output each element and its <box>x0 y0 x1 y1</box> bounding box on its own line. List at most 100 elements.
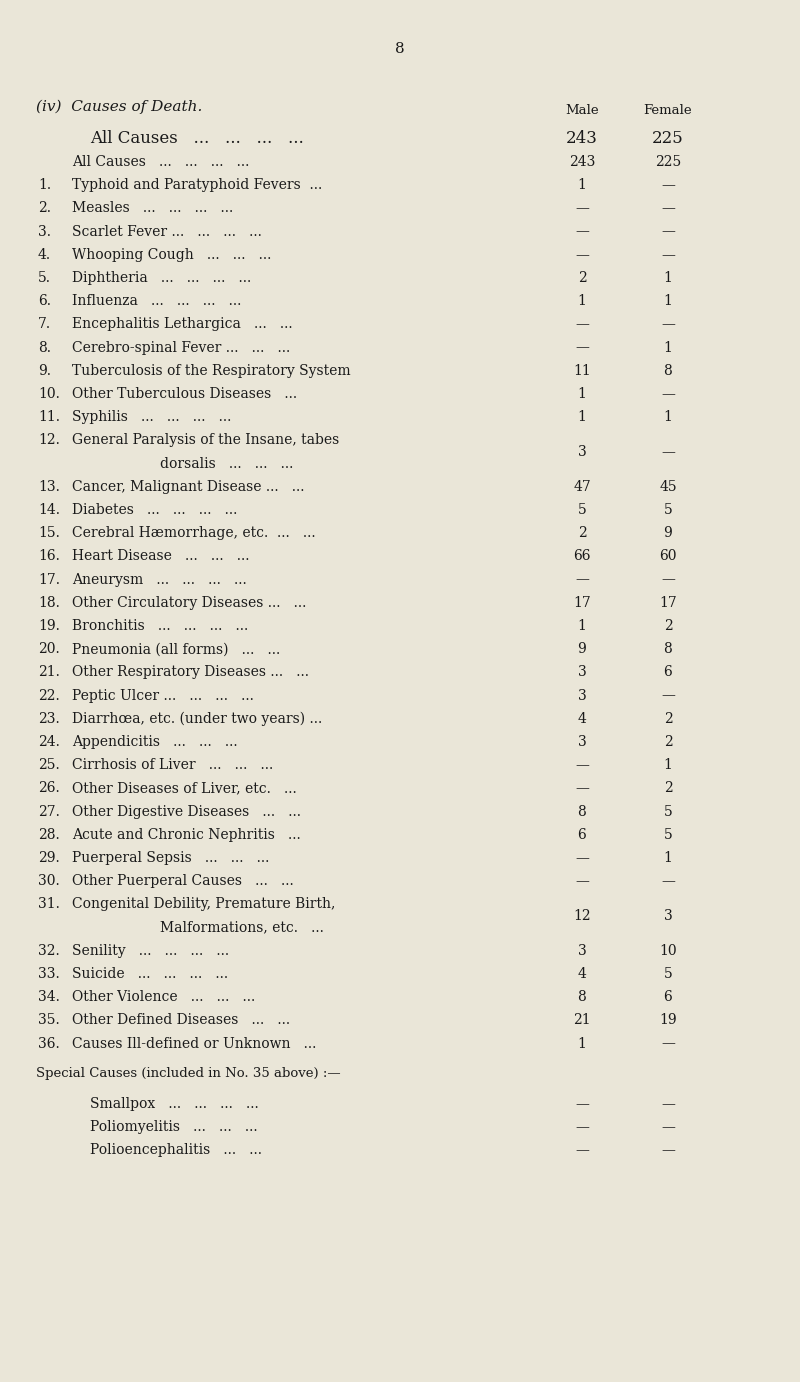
Text: —: — <box>575 851 589 865</box>
Text: 12: 12 <box>573 909 591 923</box>
Text: 243: 243 <box>569 155 595 169</box>
Text: 1: 1 <box>578 1036 586 1050</box>
Text: Diarrhœa, etc. (under two years) ...: Diarrhœa, etc. (under two years) ... <box>72 712 322 726</box>
Text: —: — <box>661 387 675 401</box>
Text: 2: 2 <box>664 735 672 749</box>
Text: 18.: 18. <box>38 596 60 609</box>
Text: 11: 11 <box>573 363 591 377</box>
Text: 1: 1 <box>578 178 586 192</box>
Text: Other Tuberculous Diseases   ...: Other Tuberculous Diseases ... <box>72 387 297 401</box>
Text: —: — <box>661 318 675 332</box>
Text: —: — <box>575 247 589 261</box>
Text: 1: 1 <box>578 387 586 401</box>
Text: Aneurysm   ...   ...   ...   ...: Aneurysm ... ... ... ... <box>72 572 246 586</box>
Text: 9: 9 <box>578 643 586 656</box>
Text: Appendicitis   ...   ...   ...: Appendicitis ... ... ... <box>72 735 238 749</box>
Text: 225: 225 <box>655 155 681 169</box>
Text: 14.: 14. <box>38 503 60 517</box>
Text: 3: 3 <box>578 735 586 749</box>
Text: 29.: 29. <box>38 851 60 865</box>
Text: 1: 1 <box>663 294 673 308</box>
Text: 4: 4 <box>578 712 586 726</box>
Text: 3: 3 <box>664 909 672 923</box>
Text: Causes Ill-defined or Unknown   ...: Causes Ill-defined or Unknown ... <box>72 1036 316 1050</box>
Text: Cerebral Hæmorrhage, etc.  ...   ...: Cerebral Hæmorrhage, etc. ... ... <box>72 527 316 540</box>
Text: —: — <box>575 1121 589 1135</box>
Text: —: — <box>575 572 589 586</box>
Text: —: — <box>661 247 675 261</box>
Text: 13.: 13. <box>38 480 60 493</box>
Text: —: — <box>575 225 589 239</box>
Text: 6: 6 <box>664 665 672 680</box>
Text: 17: 17 <box>659 596 677 609</box>
Text: Bronchitis   ...   ...   ...   ...: Bronchitis ... ... ... ... <box>72 619 248 633</box>
Text: Other Puerperal Causes   ...   ...: Other Puerperal Causes ... ... <box>72 875 294 889</box>
Text: 19: 19 <box>659 1013 677 1027</box>
Text: Cancer, Malignant Disease ...   ...: Cancer, Malignant Disease ... ... <box>72 480 305 493</box>
Text: All Causes   ...   ...   ...   ...: All Causes ... ... ... ... <box>90 130 304 146</box>
Text: Other Respiratory Diseases ...   ...: Other Respiratory Diseases ... ... <box>72 665 309 680</box>
Text: 16.: 16. <box>38 550 60 564</box>
Text: Suicide   ...   ...   ...   ...: Suicide ... ... ... ... <box>72 967 228 981</box>
Text: Encephalitis Lethargica   ...   ...: Encephalitis Lethargica ... ... <box>72 318 293 332</box>
Text: 9.: 9. <box>38 363 51 377</box>
Text: 47: 47 <box>573 480 591 493</box>
Text: 2.: 2. <box>38 202 51 216</box>
Text: Male: Male <box>565 104 599 117</box>
Text: Diphtheria   ...   ...   ...   ...: Diphtheria ... ... ... ... <box>72 271 251 285</box>
Text: 3: 3 <box>578 688 586 702</box>
Text: 1: 1 <box>663 271 673 285</box>
Text: 6: 6 <box>664 990 672 1005</box>
Text: 1: 1 <box>578 410 586 424</box>
Text: 17: 17 <box>573 596 591 609</box>
Text: 35.: 35. <box>38 1013 60 1027</box>
Text: 4: 4 <box>578 967 586 981</box>
Text: —: — <box>661 445 675 459</box>
Text: (iv)  Causes of Death.: (iv) Causes of Death. <box>36 100 202 115</box>
Text: Poliomyelitis   ...   ...   ...: Poliomyelitis ... ... ... <box>90 1121 258 1135</box>
Text: 8.: 8. <box>38 340 51 355</box>
Text: 34.: 34. <box>38 990 60 1005</box>
Text: General Paralysis of the Insane, tabes: General Paralysis of the Insane, tabes <box>72 434 339 448</box>
Text: —: — <box>575 759 589 773</box>
Text: dorsalis   ...   ...   ...: dorsalis ... ... ... <box>160 456 294 471</box>
Text: 1: 1 <box>663 340 673 355</box>
Text: 5: 5 <box>664 967 672 981</box>
Text: —: — <box>575 781 589 796</box>
Text: Tuberculosis of the Respiratory System: Tuberculosis of the Respiratory System <box>72 363 350 377</box>
Text: 25.: 25. <box>38 759 60 773</box>
Text: 15.: 15. <box>38 527 60 540</box>
Text: 20.: 20. <box>38 643 60 656</box>
Text: 1.: 1. <box>38 178 51 192</box>
Text: —: — <box>661 202 675 216</box>
Text: 30.: 30. <box>38 875 60 889</box>
Text: 21.: 21. <box>38 665 60 680</box>
Text: 66: 66 <box>574 550 590 564</box>
Text: 3: 3 <box>578 944 586 958</box>
Text: 2: 2 <box>664 781 672 796</box>
Text: Malformations, etc.   ...: Malformations, etc. ... <box>160 920 324 934</box>
Text: 9: 9 <box>664 527 672 540</box>
Text: 1: 1 <box>663 759 673 773</box>
Text: 2: 2 <box>664 712 672 726</box>
Text: 5.: 5. <box>38 271 51 285</box>
Text: 45: 45 <box>659 480 677 493</box>
Text: 2: 2 <box>578 527 586 540</box>
Text: Cerebro-spinal Fever ...   ...   ...: Cerebro-spinal Fever ... ... ... <box>72 340 290 355</box>
Text: Whooping Cough   ...   ...   ...: Whooping Cough ... ... ... <box>72 247 271 261</box>
Text: Other Digestive Diseases   ...   ...: Other Digestive Diseases ... ... <box>72 804 301 818</box>
Text: Senility   ...   ...   ...   ...: Senility ... ... ... ... <box>72 944 229 958</box>
Text: 1: 1 <box>578 294 586 308</box>
Text: 31.: 31. <box>38 897 60 911</box>
Text: Scarlet Fever ...   ...   ...   ...: Scarlet Fever ... ... ... ... <box>72 225 262 239</box>
Text: 4.: 4. <box>38 247 51 261</box>
Text: —: — <box>661 875 675 889</box>
Text: 7.: 7. <box>38 318 51 332</box>
Text: Syphilis   ...   ...   ...   ...: Syphilis ... ... ... ... <box>72 410 231 424</box>
Text: 28.: 28. <box>38 828 60 842</box>
Text: 6: 6 <box>578 828 586 842</box>
Text: Measles   ...   ...   ...   ...: Measles ... ... ... ... <box>72 202 234 216</box>
Text: 27.: 27. <box>38 804 60 818</box>
Text: 3.: 3. <box>38 225 51 239</box>
Text: Other Violence   ...   ...   ...: Other Violence ... ... ... <box>72 990 255 1005</box>
